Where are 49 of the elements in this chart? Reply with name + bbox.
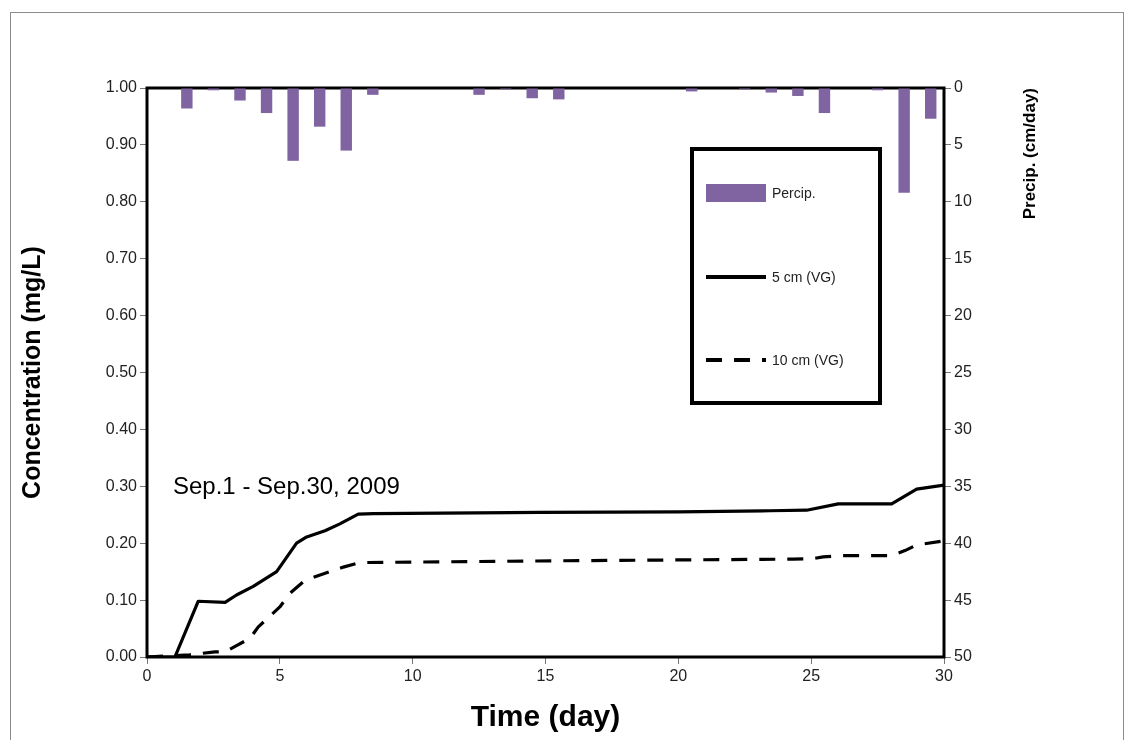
y-tick-label: 0.30 bbox=[105, 476, 138, 494]
x-axis-title: Time (day) bbox=[470, 699, 621, 733]
x-tick-label: 25 bbox=[802, 667, 821, 685]
bar bbox=[765, 88, 778, 93]
bar bbox=[792, 88, 804, 96]
bar bbox=[234, 88, 246, 101]
bar bbox=[340, 88, 352, 151]
y-axis-title: Concentration (mg/L) bbox=[16, 246, 45, 499]
y-tick-label: 0.80 bbox=[105, 192, 138, 210]
y2-tick-label: 25 bbox=[954, 362, 972, 380]
y-tick-label: 0.60 bbox=[105, 306, 138, 324]
y2-tick-label: 20 bbox=[954, 306, 972, 324]
y2-tick-label: 5 bbox=[954, 135, 963, 153]
y2-tick-label: 35 bbox=[954, 476, 972, 494]
x-tick-label: 0 bbox=[142, 667, 152, 685]
bar bbox=[287, 88, 299, 161]
y2-tick-label: 30 bbox=[954, 419, 972, 437]
y-tick-label: 0.50 bbox=[105, 362, 138, 380]
y2-tick-label: 10 bbox=[954, 192, 972, 210]
y-tick-label: 0.10 bbox=[105, 590, 138, 608]
annotation: Sep.1 - Sep.30, 2009 bbox=[173, 471, 400, 499]
y-tick-label: 0.70 bbox=[105, 249, 138, 267]
legend-label: Percip. bbox=[772, 185, 816, 202]
legend-label: 5 cm (VG) bbox=[772, 268, 836, 285]
bar bbox=[181, 88, 193, 109]
y2-tick-label: 0 bbox=[954, 78, 963, 96]
x-tick-label: 15 bbox=[536, 667, 555, 685]
x-tick-label: 20 bbox=[669, 667, 688, 685]
bar bbox=[473, 88, 485, 95]
y2-tick-label: 40 bbox=[954, 533, 972, 551]
x-tick-label: 10 bbox=[403, 667, 422, 685]
bar bbox=[313, 88, 326, 127]
x-tick-label: 5 bbox=[275, 667, 285, 685]
bar bbox=[925, 88, 937, 119]
y-tick-label: 0.20 bbox=[105, 533, 138, 551]
y-tick-label: 0.90 bbox=[105, 135, 138, 153]
bar bbox=[260, 88, 273, 114]
bar bbox=[818, 88, 831, 114]
y-tick-label: 1.00 bbox=[105, 78, 138, 96]
y2-tick-label: 15 bbox=[954, 249, 972, 267]
y2-tick-label: 50 bbox=[954, 647, 972, 665]
x-tick-label: 30 bbox=[935, 667, 953, 685]
bar bbox=[367, 88, 379, 95]
y2-tick-label: 45 bbox=[954, 590, 972, 608]
legend-label: 10 cm (VG) bbox=[772, 351, 844, 368]
y-tick-label: 0.00 bbox=[105, 647, 138, 665]
y2-axis-title: Precip. (cm/day) bbox=[1019, 88, 1039, 220]
bar bbox=[898, 88, 910, 193]
y-tick-label: 0.40 bbox=[105, 419, 138, 437]
